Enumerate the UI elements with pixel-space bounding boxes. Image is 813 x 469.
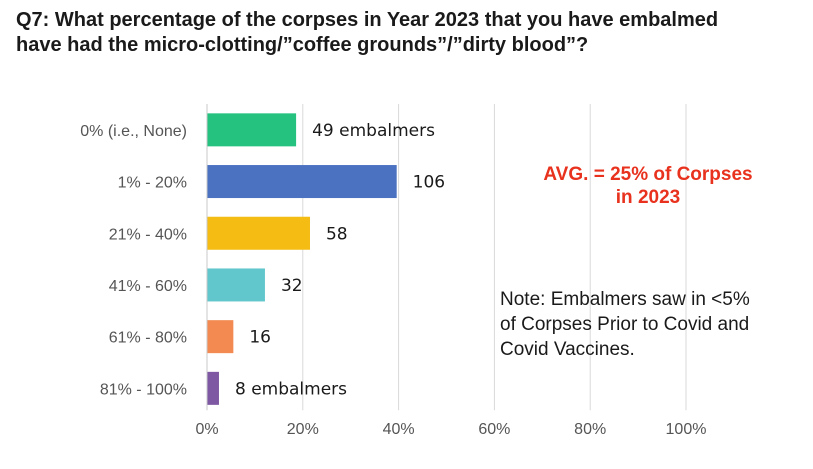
bar-5 [207, 320, 234, 354]
category-label: 1% - 20% [118, 175, 187, 192]
x-tick-label: 60% [478, 421, 510, 438]
category-label: 61% - 80% [109, 330, 187, 347]
data-label: 106 [413, 173, 445, 193]
chart-title: Q7: What percentage of the corpses in Ye… [16, 8, 806, 58]
note-line-2: of Corpses Prior to Covid and [500, 314, 750, 335]
note-annotation: Note: Embalmers saw in <5% of Corpses Pr… [500, 287, 800, 362]
x-tick-label: 20% [287, 421, 319, 438]
data-label: 58 [326, 224, 348, 244]
x-tick-label: 80% [574, 421, 606, 438]
chart-title-line-1: Q7: What percentage of the corpses in Ye… [16, 9, 719, 31]
bar-6 [207, 371, 219, 405]
category-label: 41% - 60% [109, 278, 187, 295]
x-tick-label: 0% [195, 421, 218, 438]
category-label: 21% - 40% [109, 226, 187, 243]
bar-3 [207, 216, 310, 250]
data-label: 32 [281, 276, 303, 296]
category-label: 81% - 100% [100, 381, 187, 398]
bar-1 [207, 113, 297, 147]
x-tick-label: 100% [666, 421, 707, 438]
average-annotation-line-2: in 2023 [615, 187, 681, 208]
note-line-1: Note: Embalmers saw in <5% [500, 289, 750, 310]
average-annotation-line-1: AVG. = 25% of Corpses [543, 164, 753, 185]
bar-4 [207, 268, 265, 302]
bar-2 [207, 165, 397, 199]
data-label: 49 embalmers [312, 121, 435, 141]
chart-title-line-2: have had the micro-clotting/”coffee grou… [16, 34, 589, 56]
data-label: 16 [249, 328, 271, 348]
category-label: 0% (i.e., None) [80, 123, 187, 140]
x-tick-label: 40% [383, 421, 415, 438]
average-annotation: AVG. = 25% of Corpses in 2023 [506, 163, 790, 209]
data-label: 8 embalmers [235, 379, 347, 399]
note-line-3: Covid Vaccines. [500, 339, 635, 360]
